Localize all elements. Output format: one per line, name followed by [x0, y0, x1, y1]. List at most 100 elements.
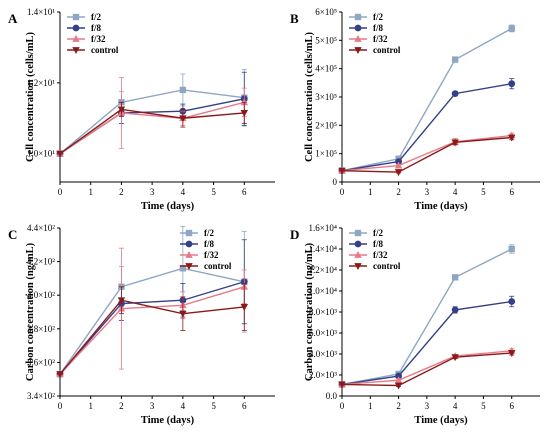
legend-item: control — [349, 261, 401, 271]
series-line — [59, 286, 245, 375]
data-point — [508, 25, 515, 32]
legend-item: f/32 — [349, 34, 388, 44]
legend-item: f/8 — [349, 239, 383, 249]
data-point — [117, 297, 126, 305]
legend-item: f/32 — [67, 34, 106, 44]
y-tick-label: 3.4×10² — [27, 391, 55, 401]
x-tick-label: 0 — [340, 187, 345, 197]
legend-item: control — [67, 45, 119, 55]
x-tick-label: 4 — [181, 187, 186, 197]
data-point — [508, 80, 516, 88]
data-point — [394, 382, 403, 390]
series-line — [59, 108, 245, 155]
legend-label: control — [373, 261, 401, 271]
x-tick-label: 5 — [481, 187, 486, 197]
legend-label: f/32 — [91, 34, 106, 44]
series-control — [56, 283, 248, 379]
data-point — [451, 56, 459, 63]
series-line — [341, 134, 512, 172]
legend-marker — [185, 251, 193, 258]
x-tick-label: 6 — [242, 187, 247, 197]
data-point — [179, 115, 187, 123]
x-tick-label: 2 — [119, 187, 124, 197]
x-tick-label: 5 — [211, 187, 216, 197]
legend-marker — [354, 35, 362, 42]
data-point — [451, 139, 459, 147]
series-line — [341, 82, 512, 172]
y-tick-label: 1.2×10¹ — [27, 78, 55, 88]
data-point — [394, 169, 403, 177]
data-point — [117, 106, 126, 114]
y-axis-title: Carbon concentration (ng/mL) — [25, 242, 36, 381]
legend-label: f/32 — [373, 250, 388, 260]
legend-item: f/2 — [67, 12, 101, 22]
data-point — [508, 245, 515, 253]
x-axis-title: Time (days) — [414, 415, 468, 426]
x-tick-label: 1 — [88, 187, 93, 197]
series-line — [341, 248, 513, 386]
y-tick-label: 4.4×10² — [27, 223, 55, 233]
y-tick-label: 2.0×10³ — [309, 370, 337, 380]
series-line — [341, 350, 512, 386]
data-point — [338, 381, 346, 389]
series-line — [59, 281, 245, 375]
panel-a: A 0 1 2 3 4 5 6 1.0×10¹ 1.2×10¹ 1.4×10¹ Time (days)… — [8, 7, 275, 212]
legend-marker — [354, 13, 362, 21]
y-tick-label: 1.6×10⁴ — [309, 223, 337, 233]
legend-item: f/8 — [180, 239, 214, 249]
x-axis-title: Time (days) — [141, 201, 195, 212]
x-tick-label: 2 — [396, 401, 401, 411]
y-tick-label: 6.0×10³ — [309, 328, 337, 338]
series-f-8 — [338, 295, 516, 388]
series-control — [338, 134, 516, 177]
legend-label: control — [91, 45, 119, 55]
y-tick-label: 6×10⁵ — [315, 7, 337, 17]
x-tick-label: 4 — [453, 401, 458, 411]
data-point — [508, 298, 516, 305]
y-tick-label: 5×10⁵ — [315, 35, 337, 45]
y-axis-title: Cell concentration (cells/mL) — [25, 31, 36, 162]
legend-item: f/2 — [180, 228, 214, 238]
data-point — [240, 98, 248, 106]
legend-marker — [72, 13, 80, 21]
y-tick-label: 4×10⁵ — [315, 64, 337, 74]
data-point — [240, 110, 248, 117]
legend-marker — [72, 24, 80, 32]
legend-item: f/2 — [349, 12, 383, 22]
x-tick-label: 0 — [340, 401, 345, 411]
legend-marker — [354, 251, 362, 258]
data-point — [179, 265, 187, 272]
x-tick-label: 1 — [88, 401, 93, 411]
data-point — [451, 354, 459, 362]
panel-b: B 0 1 2 3 4 5 6 0 1×10⁵ 2×10⁵ 3×10⁵ 4×10⁵ 5×10⁵ 6×10⁵ T… — [290, 7, 540, 212]
data-point — [451, 90, 459, 97]
series-line — [341, 27, 513, 172]
series-line — [341, 352, 512, 387]
panel-letter: B — [290, 11, 299, 26]
y-axis-title: Cell concentration (cells/mL) — [304, 31, 315, 162]
series-line — [59, 101, 245, 155]
legend-label: f/2 — [91, 12, 101, 22]
series-line — [59, 267, 245, 375]
x-tick-label: 5 — [481, 401, 486, 411]
y-tick-label: 4.2×10² — [27, 257, 55, 267]
legend-marker — [185, 263, 193, 270]
legend-label: f/2 — [373, 12, 383, 22]
series-line — [59, 299, 245, 375]
y-tick-label: 3×10⁵ — [315, 92, 337, 102]
legend-item: f/8 — [349, 23, 383, 33]
legend-marker — [354, 263, 362, 270]
data-point — [338, 167, 346, 175]
series-line — [341, 300, 512, 386]
legend-item: control — [180, 261, 232, 271]
data-point — [451, 306, 459, 314]
series-line — [59, 98, 245, 155]
y-tick-label: 0 — [333, 177, 338, 187]
series-line — [341, 136, 512, 173]
